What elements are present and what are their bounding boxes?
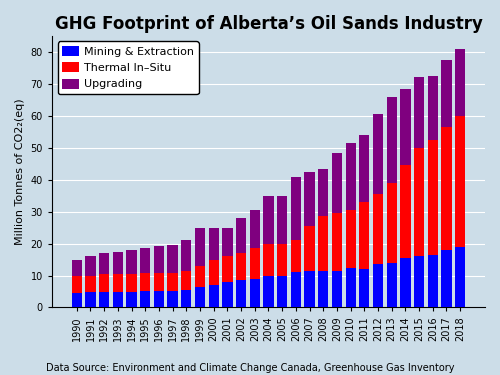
Bar	[72, 276, 82, 293]
Bar	[318, 216, 328, 271]
Bar	[386, 263, 397, 308]
Bar	[332, 271, 342, 308]
Bar	[236, 280, 246, 308]
Bar	[442, 250, 452, 307]
Bar	[99, 253, 110, 274]
Bar	[304, 271, 314, 308]
Bar	[208, 228, 219, 260]
Bar	[304, 172, 314, 226]
Bar	[195, 266, 205, 287]
Bar	[264, 244, 274, 276]
Bar	[277, 196, 287, 244]
Bar	[250, 248, 260, 279]
Bar	[386, 183, 397, 263]
Bar	[195, 228, 205, 266]
Text: Data Source: Environment and Climate Change Canada, Greenhouse Gas Inventory: Data Source: Environment and Climate Cha…	[46, 363, 454, 373]
Bar	[222, 256, 232, 282]
Bar	[181, 271, 192, 290]
Bar	[290, 177, 301, 240]
Bar	[140, 248, 150, 273]
Bar	[304, 226, 314, 271]
Bar	[86, 276, 96, 291]
Bar	[264, 276, 274, 308]
Bar	[386, 97, 397, 183]
Bar	[359, 202, 370, 269]
Bar	[140, 273, 150, 291]
Legend: Mining & Extraction, Thermal In–Situ, Upgrading: Mining & Extraction, Thermal In–Situ, Up…	[58, 42, 198, 94]
Bar	[99, 291, 110, 308]
Title: GHG Footprint of Alberta’s Oil Sands Industry: GHG Footprint of Alberta’s Oil Sands Ind…	[54, 15, 482, 33]
Bar	[346, 210, 356, 267]
Bar	[181, 240, 192, 271]
Bar	[86, 256, 96, 276]
Bar	[428, 76, 438, 140]
Bar	[112, 291, 123, 308]
Bar	[250, 210, 260, 248]
Bar	[400, 88, 410, 165]
Bar	[168, 291, 178, 308]
Bar	[112, 252, 123, 274]
Bar	[442, 60, 452, 127]
Bar	[346, 267, 356, 308]
Bar	[373, 194, 383, 264]
Bar	[373, 264, 383, 308]
Bar	[455, 49, 466, 116]
Bar	[414, 148, 424, 256]
Bar	[332, 153, 342, 213]
Bar	[428, 140, 438, 255]
Bar	[72, 293, 82, 308]
Bar	[290, 240, 301, 272]
Bar	[414, 256, 424, 307]
Bar	[154, 246, 164, 273]
Bar	[400, 258, 410, 308]
Bar	[290, 272, 301, 308]
Bar	[428, 255, 438, 308]
Bar	[414, 78, 424, 148]
Bar	[455, 247, 466, 308]
Bar	[208, 260, 219, 285]
Bar	[277, 244, 287, 276]
Bar	[236, 253, 246, 280]
Bar	[250, 279, 260, 308]
Bar	[455, 116, 466, 247]
Bar	[154, 273, 164, 291]
Bar	[99, 274, 110, 291]
Bar	[442, 127, 452, 250]
Bar	[112, 274, 123, 291]
Bar	[346, 143, 356, 210]
Bar	[222, 228, 232, 256]
Bar	[181, 290, 192, 308]
Bar	[154, 291, 164, 308]
Bar	[168, 244, 178, 273]
Bar	[373, 114, 383, 194]
Bar	[126, 291, 136, 308]
Bar	[140, 291, 150, 308]
Bar	[332, 213, 342, 271]
Bar	[168, 273, 178, 291]
Y-axis label: Million Tonnes of CO2₂(eq): Million Tonnes of CO2₂(eq)	[15, 98, 25, 245]
Bar	[126, 274, 136, 291]
Bar	[86, 291, 96, 308]
Bar	[359, 135, 370, 202]
Bar	[195, 287, 205, 308]
Bar	[400, 165, 410, 258]
Bar	[208, 285, 219, 308]
Bar	[126, 250, 136, 274]
Bar	[236, 218, 246, 253]
Bar	[318, 271, 328, 308]
Bar	[222, 282, 232, 308]
Bar	[72, 260, 82, 276]
Bar	[359, 269, 370, 308]
Bar	[277, 276, 287, 308]
Bar	[264, 196, 274, 244]
Bar	[318, 168, 328, 216]
